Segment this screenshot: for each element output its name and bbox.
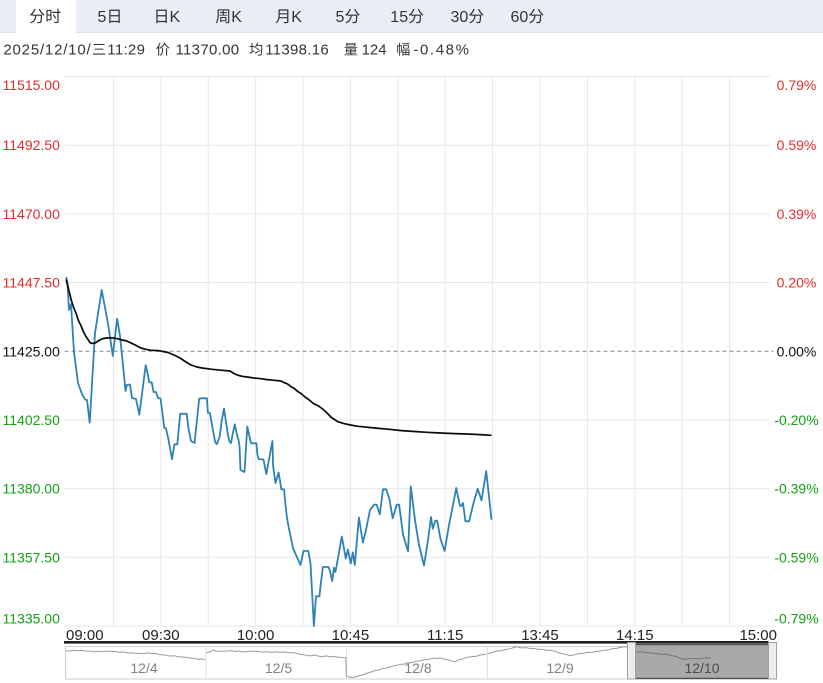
svg-text:12/8: 12/8 bbox=[404, 660, 431, 676]
svg-text:15:00: 15:00 bbox=[739, 627, 777, 644]
svg-text:12/10: 12/10 bbox=[684, 660, 719, 676]
svg-text:10:00: 10:00 bbox=[237, 627, 275, 644]
svg-text:12/5: 12/5 bbox=[265, 660, 292, 676]
svg-text:0.20%: 0.20% bbox=[777, 275, 817, 291]
svg-text:11425.00: 11425.00 bbox=[3, 343, 61, 359]
svg-text:15: 15 bbox=[390, 9, 408, 26]
svg-text:11398.16: 11398.16 bbox=[265, 42, 329, 59]
svg-text:30: 30 bbox=[450, 9, 468, 26]
svg-text:09:00: 09:00 bbox=[66, 627, 104, 644]
svg-text:11492.50: 11492.50 bbox=[3, 137, 61, 153]
svg-text:0.59%: 0.59% bbox=[777, 137, 817, 153]
svg-text:K: K bbox=[231, 9, 242, 26]
svg-text:-0.79%: -0.79% bbox=[774, 611, 818, 627]
svg-text:12/9: 12/9 bbox=[546, 660, 573, 676]
svg-text:11380.00: 11380.00 bbox=[3, 481, 61, 497]
svg-text:11515.00: 11515.00 bbox=[3, 77, 61, 93]
svg-text:11335.00: 11335.00 bbox=[3, 611, 61, 627]
svg-text:11470.00: 11470.00 bbox=[3, 206, 61, 222]
svg-text:11447.50: 11447.50 bbox=[3, 275, 61, 291]
svg-text:60: 60 bbox=[510, 9, 528, 26]
svg-text:-0.20%: -0.20% bbox=[774, 412, 818, 428]
svg-text:5: 5 bbox=[336, 9, 345, 26]
svg-text:12/4: 12/4 bbox=[130, 660, 157, 676]
svg-text:5: 5 bbox=[98, 9, 107, 26]
svg-text:14:15: 14:15 bbox=[616, 627, 654, 644]
svg-text:124: 124 bbox=[362, 42, 387, 59]
svg-text:K: K bbox=[169, 9, 180, 26]
svg-text:-0.39%: -0.39% bbox=[774, 481, 818, 497]
svg-text:0.00%: 0.00% bbox=[777, 343, 817, 359]
svg-text:2025/12/10/: 2025/12/10/ bbox=[3, 42, 91, 59]
svg-text:11370.00: 11370.00 bbox=[176, 42, 240, 59]
svg-text:0.79%: 0.79% bbox=[777, 77, 817, 93]
svg-text:-0.48%: -0.48% bbox=[413, 42, 470, 59]
svg-text:10:45: 10:45 bbox=[332, 627, 370, 644]
svg-text:11402.50: 11402.50 bbox=[3, 412, 61, 428]
svg-text:13:45: 13:45 bbox=[521, 627, 559, 644]
svg-text:-0.59%: -0.59% bbox=[774, 549, 818, 565]
svg-text:11:29: 11:29 bbox=[107, 42, 145, 59]
svg-text:09:30: 09:30 bbox=[142, 627, 180, 644]
svg-text:0.39%: 0.39% bbox=[777, 206, 817, 222]
svg-text:11:15: 11:15 bbox=[427, 627, 463, 644]
svg-text:K: K bbox=[291, 9, 302, 26]
svg-text:11357.50: 11357.50 bbox=[3, 549, 61, 565]
